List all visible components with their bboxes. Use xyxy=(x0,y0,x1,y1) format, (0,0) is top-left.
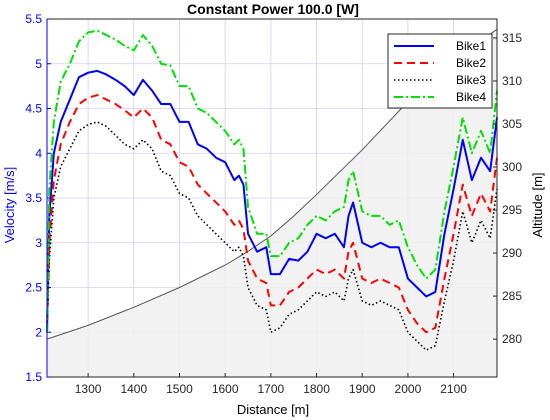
y-left-tick-label: 4.5 xyxy=(25,102,42,116)
y-left-tick-label: 5.5 xyxy=(25,12,42,26)
legend-label-bike4: Bike4 xyxy=(456,90,486,104)
x-tick-label: 1500 xyxy=(166,382,193,396)
y-right-tick-label: 280 xyxy=(502,332,522,346)
x-tick-label: 1300 xyxy=(75,382,102,396)
x-tick-label: 1600 xyxy=(212,382,239,396)
y-right-tick-label: 285 xyxy=(502,289,522,303)
y-left-tick-label: 2 xyxy=(35,325,42,339)
altitude-fill xyxy=(47,29,497,378)
x-tick-label: 2100 xyxy=(440,382,467,396)
legend-label-bike2: Bike2 xyxy=(456,56,486,70)
y-axis-right-label: Altitude [m] xyxy=(530,172,545,237)
y-right-tick-label: 290 xyxy=(502,246,522,260)
tick-labels: 1300 1400 1500 1600 1700 1800 1900 2000 2100 1.5 2… xyxy=(25,12,522,396)
series-line-bike2 xyxy=(46,94,498,334)
x-tick-label: 1700 xyxy=(258,382,285,396)
y-right-tick-label: 305 xyxy=(502,117,522,131)
x-axis-label: Distance [m] xyxy=(237,402,309,417)
series-line-bike4 xyxy=(46,29,498,333)
y-left-tick-label: 4 xyxy=(35,146,42,160)
y-right-tick-label: 310 xyxy=(502,74,522,88)
y-left-tick-label: 5 xyxy=(35,57,42,71)
y-left-tick-label: 3 xyxy=(35,236,42,250)
legend-label-bike3: Bike3 xyxy=(456,73,486,87)
y-axis-left-label: Velocity [m/s] xyxy=(2,167,17,244)
y-left-tick-label: 3.5 xyxy=(25,191,42,205)
x-tick-label: 1900 xyxy=(349,382,376,396)
y-left-tick-label: 1.5 xyxy=(25,370,42,384)
series-line-bike3 xyxy=(46,121,498,351)
y-left-tick-label: 2.5 xyxy=(25,281,42,295)
y-right-tick-label: 295 xyxy=(502,203,522,217)
y-right-tick-label: 300 xyxy=(502,160,522,174)
x-tick-label: 1400 xyxy=(120,382,147,396)
x-tick-label: 1800 xyxy=(303,382,330,396)
series-lines xyxy=(46,29,498,351)
chart-title: Constant Power 100.0 [W] xyxy=(187,1,359,17)
legend: Bike1 Bike2 Bike3 Bike4 xyxy=(387,33,493,109)
legend-label-bike1: Bike1 xyxy=(456,39,486,53)
y-right-tick-label: 315 xyxy=(502,31,522,45)
series-line-bike1 xyxy=(46,69,498,333)
x-tick-label: 2000 xyxy=(395,382,422,396)
